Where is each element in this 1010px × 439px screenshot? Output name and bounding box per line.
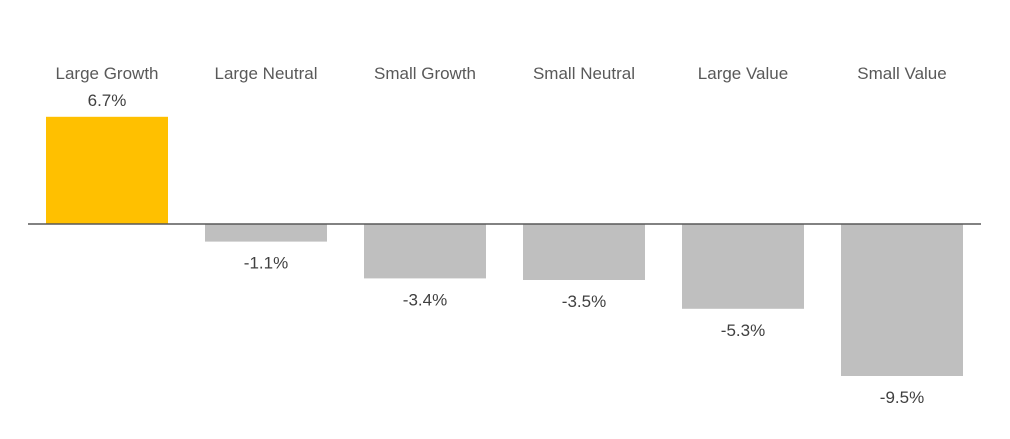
bar-large-value	[682, 224, 804, 309]
data-label: 6.7%	[88, 91, 127, 110]
data-label: -1.1%	[244, 254, 288, 273]
category-label: Large Growth	[56, 64, 159, 83]
bar-small-value	[841, 224, 963, 376]
data-label: -5.3%	[721, 321, 765, 340]
category-label: Small Value	[857, 64, 946, 83]
category-label: Large Neutral	[214, 64, 317, 83]
bar-small-growth	[364, 224, 486, 279]
bar-large-growth	[46, 116, 168, 224]
category-label: Small Growth	[374, 64, 476, 83]
data-label: -9.5%	[880, 388, 924, 407]
data-label: -3.4%	[403, 290, 447, 309]
bar-large-neutral	[205, 224, 327, 242]
data-label: -3.5%	[562, 292, 606, 311]
category-label: Large Value	[698, 64, 788, 83]
bar-small-neutral	[523, 224, 645, 280]
category-label: Small Neutral	[533, 64, 635, 83]
